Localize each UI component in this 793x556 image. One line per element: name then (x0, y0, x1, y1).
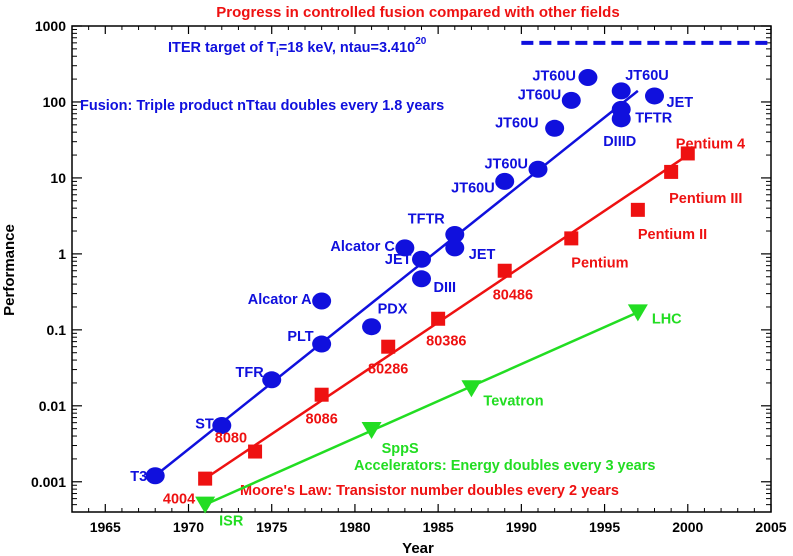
point-label: Pentium III (669, 191, 742, 207)
accelerator-point (627, 304, 648, 322)
chart-title: Progress in controlled fusion compared w… (216, 4, 619, 21)
fusion-point (611, 82, 631, 100)
fusion-point (545, 119, 565, 137)
point-label: TFTR (635, 110, 673, 126)
y-axis-label: Performance (1, 224, 18, 316)
point-label: 4004 (163, 492, 195, 508)
point-label: JET (385, 252, 412, 268)
fusion-point (611, 110, 631, 128)
point-label: Alcator C (330, 239, 395, 255)
point-label: Tevatron (483, 393, 543, 409)
accelerator-point (195, 496, 216, 514)
x-tick-label: 1990 (506, 519, 537, 535)
fusion-point (495, 172, 515, 190)
trend-line-accelerators (204, 311, 639, 506)
moore-point (680, 146, 695, 161)
point-label: 80286 (368, 362, 408, 378)
moore-point (630, 202, 645, 217)
point-label: 8080 (215, 431, 247, 447)
fusion-point (312, 292, 332, 310)
point-label: SppS (382, 441, 419, 457)
point-label: DIII (434, 280, 457, 296)
accelerator-point (461, 380, 482, 398)
fusion-point (145, 467, 165, 485)
annotation-text: Moore's Law: Transistor number doubles e… (240, 483, 619, 499)
y-tick-label: 1000 (35, 18, 66, 34)
trend-line-fusion (154, 89, 639, 477)
y-tick-label: 100 (43, 94, 67, 110)
iter-target-label-part: 20 (415, 36, 427, 47)
point-label: ST (195, 417, 214, 433)
iter-target-label-part: i (276, 48, 279, 59)
fusion-point (212, 417, 232, 435)
fusion-point (312, 335, 332, 353)
moore-point (198, 471, 213, 486)
fusion-point (262, 371, 282, 389)
fusion-point (412, 250, 431, 268)
point-label: TFR (236, 365, 265, 381)
x-tick-label: 1985 (423, 519, 454, 535)
moore-point (314, 387, 329, 402)
fusion-point (445, 225, 465, 243)
fusion-point (578, 68, 598, 86)
point-label: T3 (130, 469, 147, 485)
iter-target-label-part: ITER target of T (168, 40, 276, 56)
y-tick-label: 1 (58, 246, 66, 262)
point-label: JET (469, 247, 496, 263)
iter-target-label: ITER target of Ti=18 keV, ntau=3.41020 (168, 36, 427, 59)
point-label: JT60U (495, 115, 539, 131)
trend-line-moore-s-law (204, 154, 689, 480)
moore-point (248, 444, 263, 459)
x-tick-label: 1965 (90, 519, 121, 535)
x-axis-label: Year (402, 540, 434, 556)
fusion-point (561, 91, 581, 109)
point-label: Pentium 4 (676, 136, 745, 152)
point-label: 80486 (493, 288, 533, 304)
x-tick-label: 2005 (755, 519, 786, 535)
moore-point (564, 231, 579, 246)
point-label: 80386 (426, 334, 466, 350)
y-tick-label: 0.1 (47, 322, 67, 338)
point-label: PDX (378, 302, 408, 318)
fusion-point (645, 87, 664, 105)
plot-area: 1965 1970 1975 1980 1985 1990 1995 2000 2005 0.00… (31, 18, 787, 535)
point-label: 8086 (306, 412, 338, 428)
accelerator-point (361, 422, 382, 440)
x-tick-label: 1995 (589, 519, 620, 535)
y-tick-label: 0.001 (31, 474, 66, 490)
point-label: TFTR (408, 211, 446, 227)
fusion-point (395, 239, 415, 257)
x-tick-label: 1975 (256, 519, 287, 535)
point-label: Pentium II (638, 227, 707, 243)
point-label: JT60U (625, 68, 669, 84)
y-tick-label: 0.01 (39, 398, 66, 414)
moore-point (431, 311, 446, 326)
point-label: JT60U (484, 156, 528, 172)
point-label: Pentium (571, 255, 628, 271)
annotation-text: Accelerators: Energy doubles every 3 yea… (354, 458, 655, 474)
point-label: Alcator A (248, 292, 312, 308)
moore-point (664, 164, 679, 179)
x-tick-label: 1980 (339, 519, 370, 535)
point-label: JT60U (451, 180, 495, 196)
point-label: LHC (652, 311, 682, 327)
fusion-point (445, 239, 465, 257)
y-tick-label: 10 (50, 170, 66, 186)
point-label: JT60U (518, 87, 562, 103)
moore-point (497, 263, 512, 278)
x-tick-label: 1970 (173, 519, 204, 535)
point-label: ISR (219, 514, 244, 530)
fusion-point (528, 160, 548, 178)
moore-point (381, 339, 396, 354)
iter-target-label-part: =18 keV, ntau=3.410 (279, 40, 416, 56)
point-label: JT60U (532, 68, 576, 84)
annotation-text: Fusion: Triple product nTtau doubles eve… (80, 98, 444, 114)
point-label: PLT (287, 329, 313, 345)
x-tick-label: 2000 (672, 519, 703, 535)
point-label: JET (667, 95, 694, 111)
point-label: DIIID (603, 134, 636, 150)
fusion-point (362, 318, 382, 336)
fusion-point (412, 270, 431, 288)
